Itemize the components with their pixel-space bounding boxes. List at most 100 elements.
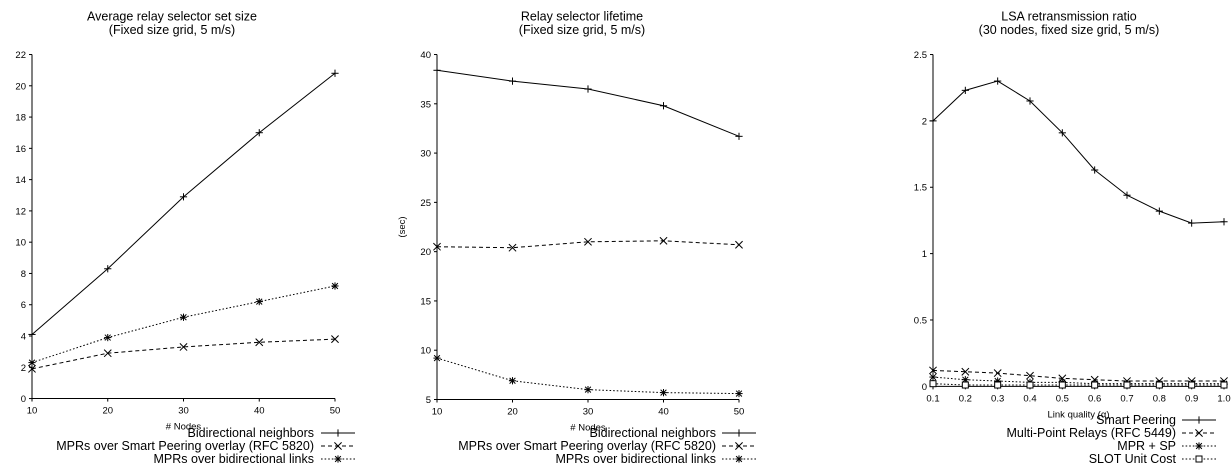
data-point: [331, 69, 339, 77]
chart-subtitle: (Fixed size grid, 5 m/s): [109, 23, 235, 37]
legend-marker: [1195, 455, 1203, 463]
series-2: [433, 236, 743, 252]
data-point: [179, 313, 188, 321]
legend-entry: MPRs over Smart Peering overlay (RFC 582…: [458, 439, 756, 453]
legend-label: Smart Peering: [1096, 413, 1176, 427]
series-2: [28, 335, 339, 373]
data-point: [1123, 381, 1131, 389]
data-point: [331, 335, 339, 344]
y-tick-label: 12: [15, 206, 26, 217]
y-tick-label: 1.5: [914, 183, 927, 194]
x-tick-label: 10: [27, 406, 38, 417]
series-1: [433, 66, 743, 140]
data-point: [961, 367, 970, 376]
data-point: [331, 282, 339, 290]
y-tick-label: 0: [21, 394, 26, 405]
series-line: [436, 240, 740, 249]
data-point: [104, 333, 112, 342]
x-tick-label: 30: [583, 407, 594, 418]
legend-marker: [334, 429, 342, 437]
chart-subtitle: (Fixed size grid, 5 m/s): [519, 23, 645, 37]
data-point: [433, 66, 441, 74]
series-line: [31, 285, 336, 364]
y-tick-label: 14: [15, 175, 26, 186]
x-tick-label: 20: [507, 407, 518, 418]
data-point: [1123, 191, 1131, 199]
y-tick-label: 8: [21, 269, 26, 280]
y-tick-label: 35: [420, 99, 431, 110]
y-tick-label: 5: [426, 395, 431, 406]
data-point: [104, 265, 112, 273]
series-2: [929, 366, 1228, 385]
x-axis-label: # Nodes: [166, 422, 202, 433]
data-point: [584, 386, 592, 394]
data-point: [659, 102, 668, 110]
y-tick-label: 4: [21, 332, 26, 343]
data-point: [961, 381, 969, 389]
series-line: [31, 338, 336, 370]
data-point: [929, 117, 937, 125]
series-1: [929, 77, 1228, 227]
y-tick-label: 6: [21, 300, 26, 311]
data-point: [929, 366, 937, 375]
legend-entry: SLOT Unit Cost: [1089, 452, 1216, 466]
data-point: [433, 354, 441, 362]
x-tick-label: 0.1: [926, 393, 939, 404]
x-tick-label: 40: [254, 406, 265, 417]
data-point: [994, 381, 1002, 389]
x-axis-label: # Nodes: [570, 423, 606, 434]
data-point: [994, 77, 1002, 85]
y-tick-label: 16: [15, 144, 26, 155]
y-tick-label: 30: [420, 149, 431, 160]
y-tick-label: 18: [15, 113, 26, 124]
legend-label: MPRs over Smart Peering overlay (RFC 582…: [56, 439, 314, 453]
legend-label: Multi-Point Relays (RFC 5449): [1007, 426, 1177, 440]
data-point: [28, 358, 36, 367]
legend-entry: MPRs over Smart Peering overlay (RFC 582…: [56, 439, 355, 453]
series-1: [28, 69, 339, 339]
y-tick-label: 2.5: [914, 50, 927, 61]
y-axis-label: (sec): [397, 216, 408, 237]
data-point: [735, 132, 743, 140]
y-tick-label: 2: [922, 116, 927, 127]
x-tick-label: 0.4: [1023, 393, 1036, 404]
legend-entry: Bidirectional neighbors: [590, 426, 756, 440]
x-tick-label: 0.7: [1120, 393, 1133, 404]
data-point: [1091, 381, 1099, 389]
x-tick-label: 0.8: [1153, 393, 1166, 404]
y-tick-label: 10: [420, 346, 431, 357]
series-4: [929, 380, 1228, 389]
data-point: [433, 242, 441, 251]
data-point: [1220, 381, 1228, 389]
x-tick-label: 20: [102, 406, 113, 417]
legend-entry: Bidirectional neighbors: [188, 426, 355, 440]
y-tick-label: 0: [922, 382, 927, 393]
data-point: [1026, 381, 1034, 389]
legend-marker: [735, 455, 743, 463]
legend-entry: MPRs over bidirectional links: [556, 452, 756, 466]
legend-marker: [1195, 442, 1203, 450]
x-tick-label: 40: [658, 407, 669, 418]
legend-marker: [735, 442, 743, 450]
legend-marker: [1195, 416, 1203, 424]
data-point: [508, 243, 517, 252]
data-point: [103, 349, 112, 358]
series-3: [433, 354, 743, 398]
legend-marker: [735, 429, 743, 437]
data-point: [1155, 381, 1163, 389]
data-point: [255, 129, 263, 137]
data-point: [659, 389, 668, 397]
legend-entry: Multi-Point Relays (RFC 5449): [1007, 426, 1216, 440]
data-point: [1058, 129, 1066, 137]
legend-entry: MPR + SP: [1117, 439, 1216, 453]
series-line: [932, 376, 1224, 385]
legend-label: SLOT Unit Cost: [1089, 452, 1177, 466]
chart-subtitle: (30 nodes, fixed size grid, 5 m/s): [979, 23, 1160, 37]
chart-panel-2: Relay selector lifetime(Fixed size grid,…: [397, 10, 756, 466]
data-point: [1188, 381, 1196, 389]
legend-entry: Smart Peering: [1096, 413, 1216, 427]
data-point: [1091, 166, 1099, 174]
x-tick-label: 0.2: [959, 393, 972, 404]
chart-title: LSA retransmission ratio: [1001, 10, 1137, 24]
